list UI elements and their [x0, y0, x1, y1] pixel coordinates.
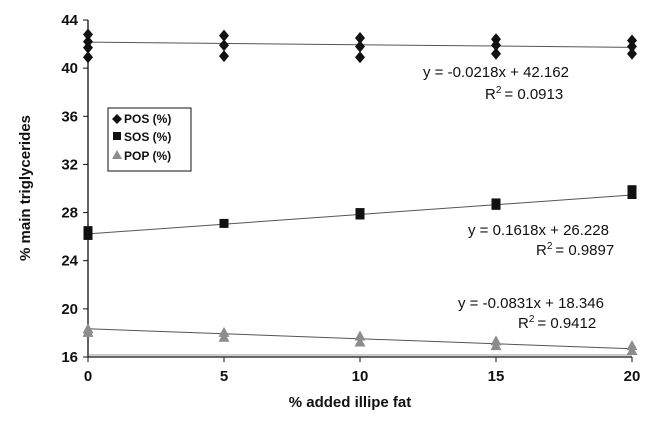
- legend-label-sos: SOS (%): [124, 130, 171, 144]
- data-points: [82, 28, 638, 355]
- pop-point: [354, 330, 366, 341]
- y-tick-label: 28: [61, 205, 78, 222]
- pop-r2: R2 = 0.9412: [518, 314, 596, 332]
- y-tick-label: 40: [61, 60, 78, 77]
- pos-equation: y = -0.0218x + 42.162: [423, 64, 569, 81]
- pos-point: [219, 39, 229, 52]
- sos-point: [627, 185, 637, 195]
- pos-point: [491, 47, 501, 60]
- sos-r2-exponent: 2: [547, 241, 553, 252]
- x-tick-label: 0: [84, 368, 92, 385]
- sos-r2-value: = 0.9897: [555, 242, 614, 259]
- axes: 16 20 24 28 32 36 40 44 0 5 10 15 20: [61, 12, 640, 385]
- y-tick-label: 20: [61, 301, 78, 318]
- pop-r2-value: = 0.9412: [537, 315, 596, 332]
- y-axis-title: % main triglycerides: [17, 115, 34, 261]
- pos-point: [355, 51, 365, 64]
- legend-label-pos: POS (%): [124, 112, 171, 126]
- x-tick-label: 15: [488, 368, 505, 385]
- pos-point: [355, 32, 365, 45]
- legend-label-pop: POP (%): [124, 149, 171, 163]
- pop-point: [218, 331, 230, 342]
- pos-point: [627, 34, 637, 47]
- y-tick-label: 16: [61, 349, 78, 366]
- pos-point: [219, 29, 229, 42]
- pos-r2-exponent: 2: [496, 85, 502, 96]
- legend-marker-pos: [112, 114, 122, 124]
- pop-r2-exponent: 2: [529, 314, 535, 325]
- legend-marker-pop: [112, 150, 122, 159]
- pos-point: [491, 33, 501, 46]
- pos-point: [219, 50, 229, 63]
- sos-point: [491, 200, 501, 210]
- y-tick-label: 32: [61, 156, 78, 173]
- legend-box: [107, 107, 192, 172]
- pos-r2: R2 = 0.0913: [485, 85, 563, 103]
- legend-marker-sos: [113, 132, 121, 140]
- pos-point: [491, 39, 501, 52]
- sos-r2-label: R: [536, 242, 547, 259]
- pop-r2-label: R: [518, 315, 529, 332]
- trendline-annotations: y = -0.0218x + 42.162 R2 = 0.0913 y = 0.1…: [423, 64, 614, 332]
- pos-r2-label: R: [485, 86, 496, 103]
- y-tick-label: 24: [61, 253, 78, 270]
- x-tick-label: 5: [220, 368, 228, 385]
- y-tick-label: 44: [61, 12, 78, 29]
- x-tick-label: 10: [352, 368, 369, 385]
- sos-point: [83, 230, 93, 240]
- x-tick-label: 20: [624, 368, 641, 385]
- pop-point: [82, 326, 94, 337]
- pop-point: [354, 336, 366, 347]
- pos-point: [83, 51, 93, 64]
- pos-point: [83, 35, 93, 48]
- sos-point: [83, 226, 93, 236]
- pos-point: [83, 28, 93, 41]
- pos-point: [627, 47, 637, 60]
- sos-point: [627, 190, 637, 200]
- pop-point: [490, 340, 502, 351]
- x-axis-title: % added illipe fat: [289, 394, 412, 411]
- legend: POS (%) SOS (%) POP (%): [107, 107, 192, 172]
- pos-point: [355, 40, 365, 53]
- pos-point: [83, 41, 93, 54]
- sos-point: [219, 218, 229, 228]
- pos-r2-value: = 0.0913: [504, 86, 563, 103]
- pos-point: [627, 40, 637, 53]
- sos-r2: R2 = 0.9897: [536, 241, 614, 259]
- pop-equation: y = -0.0831x + 18.346: [458, 295, 604, 312]
- pop-point: [626, 344, 638, 355]
- y-tick-label: 36: [61, 108, 78, 125]
- sos-point: [355, 210, 365, 220]
- sos-equation: y = 0.1618x + 26.228: [468, 222, 609, 239]
